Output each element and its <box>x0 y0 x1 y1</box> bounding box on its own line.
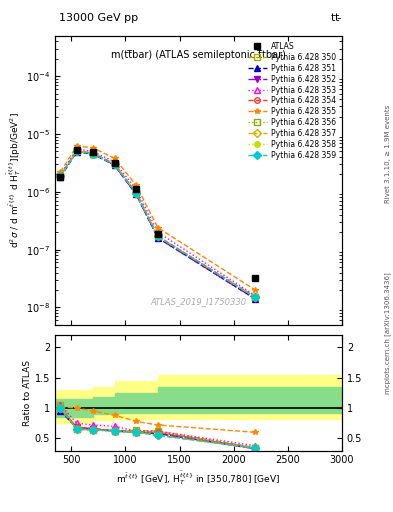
Pythia 6.428 355 <box>58 169 63 175</box>
Pythia 6.428 354 <box>74 148 79 154</box>
Pythia 6.428 353 <box>58 172 63 178</box>
Pythia 6.428 358 <box>253 294 258 301</box>
Pythia 6.428 350 <box>58 173 63 179</box>
X-axis label: m$^{\bar{t}\{t\}}$ [GeV], H$_T^{\bar{t}\{t\}}$ in [350,780] [GeV]: m$^{\bar{t}\{t\}}$ [GeV], H$_T^{\bar{t}\… <box>116 470 281 487</box>
Line: Pythia 6.428 359: Pythia 6.428 359 <box>58 148 258 300</box>
Line: Pythia 6.428 358: Pythia 6.428 358 <box>58 148 258 300</box>
Pythia 6.428 353 <box>253 292 258 298</box>
Pythia 6.428 351 <box>112 162 117 168</box>
Pythia 6.428 354 <box>156 233 160 240</box>
Pythia 6.428 351 <box>58 174 63 180</box>
Pythia 6.428 351 <box>90 151 95 157</box>
Pythia 6.428 352 <box>134 191 139 198</box>
Text: tt$\bar{}$: tt$\bar{}$ <box>330 11 342 23</box>
Pythia 6.428 359 <box>90 151 95 157</box>
Pythia 6.428 356 <box>156 233 160 240</box>
ATLAS <box>58 174 63 180</box>
Line: Pythia 6.428 351: Pythia 6.428 351 <box>58 149 258 302</box>
Pythia 6.428 356 <box>134 190 139 196</box>
Pythia 6.428 355 <box>74 143 79 149</box>
Pythia 6.428 358 <box>112 161 117 167</box>
Y-axis label: d$^2\sigma$ / d m$^{\bar{t}\{t\}}$ d H$_T^{\bar{t}\{t\}}$][pb/GeV$^2$]: d$^2\sigma$ / d m$^{\bar{t}\{t\}}$ d H$_… <box>6 113 23 248</box>
Pythia 6.428 355 <box>156 225 160 231</box>
Pythia 6.428 350 <box>253 294 258 301</box>
Pythia 6.428 358 <box>90 151 95 157</box>
Pythia 6.428 351 <box>134 191 139 198</box>
Pythia 6.428 353 <box>134 186 139 193</box>
Pythia 6.428 351 <box>156 235 160 241</box>
Pythia 6.428 359 <box>74 148 79 155</box>
ATLAS <box>112 160 117 166</box>
Pythia 6.428 352 <box>156 235 160 241</box>
Pythia 6.428 352 <box>112 162 117 168</box>
Pythia 6.428 357 <box>112 161 117 167</box>
Pythia 6.428 355 <box>253 287 258 293</box>
Pythia 6.428 355 <box>112 155 117 161</box>
Pythia 6.428 356 <box>58 173 63 179</box>
Pythia 6.428 354 <box>112 161 117 167</box>
Line: Pythia 6.428 350: Pythia 6.428 350 <box>58 148 258 300</box>
Pythia 6.428 356 <box>112 161 117 167</box>
Pythia 6.428 357 <box>74 148 79 155</box>
Line: Pythia 6.428 354: Pythia 6.428 354 <box>58 148 258 300</box>
Pythia 6.428 357 <box>253 294 258 301</box>
Pythia 6.428 359 <box>112 161 117 167</box>
Line: Pythia 6.428 357: Pythia 6.428 357 <box>58 148 258 300</box>
ATLAS <box>74 147 79 154</box>
Pythia 6.428 353 <box>74 146 79 152</box>
Pythia 6.428 350 <box>156 233 160 240</box>
Text: ATLAS_2019_I1750330: ATLAS_2019_I1750330 <box>151 297 246 306</box>
Pythia 6.428 357 <box>156 233 160 240</box>
Pythia 6.428 351 <box>253 296 258 302</box>
Pythia 6.428 350 <box>74 148 79 155</box>
Line: ATLAS: ATLAS <box>57 147 259 282</box>
Pythia 6.428 358 <box>156 233 160 240</box>
Pythia 6.428 353 <box>156 229 160 236</box>
Pythia 6.428 350 <box>112 161 117 167</box>
Pythia 6.428 352 <box>58 173 63 179</box>
ATLAS <box>90 150 95 156</box>
Pythia 6.428 357 <box>90 151 95 157</box>
Pythia 6.428 358 <box>58 173 63 179</box>
Pythia 6.428 350 <box>134 190 139 196</box>
Legend: ATLAS, Pythia 6.428 350, Pythia 6.428 351, Pythia 6.428 352, Pythia 6.428 353, P: ATLAS, Pythia 6.428 350, Pythia 6.428 35… <box>246 39 338 162</box>
Pythia 6.428 354 <box>253 294 258 301</box>
Line: Pythia 6.428 355: Pythia 6.428 355 <box>58 143 258 293</box>
Y-axis label: Ratio to ATLAS: Ratio to ATLAS <box>23 360 32 426</box>
Pythia 6.428 358 <box>74 148 79 155</box>
Pythia 6.428 357 <box>58 173 63 179</box>
Pythia 6.428 357 <box>134 190 139 196</box>
ATLAS <box>156 230 160 237</box>
Pythia 6.428 351 <box>74 149 79 155</box>
Text: Rivet 3.1.10, ≥ 1.9M events: Rivet 3.1.10, ≥ 1.9M events <box>385 104 391 203</box>
Pythia 6.428 356 <box>74 148 79 155</box>
Pythia 6.428 358 <box>134 190 139 196</box>
ATLAS <box>134 186 139 193</box>
Pythia 6.428 352 <box>74 148 79 155</box>
Line: Pythia 6.428 353: Pythia 6.428 353 <box>58 146 258 298</box>
Pythia 6.428 359 <box>134 190 139 196</box>
Pythia 6.428 359 <box>58 173 63 179</box>
Pythia 6.428 352 <box>253 296 258 302</box>
Text: mcplots.cern.ch [arXiv:1306.3436]: mcplots.cern.ch [arXiv:1306.3436] <box>384 272 391 394</box>
Pythia 6.428 359 <box>156 233 160 240</box>
ATLAS <box>253 275 258 281</box>
Pythia 6.428 359 <box>253 294 258 301</box>
Pythia 6.428 354 <box>90 150 95 156</box>
Pythia 6.428 353 <box>90 148 95 155</box>
Line: Pythia 6.428 352: Pythia 6.428 352 <box>58 148 258 302</box>
Pythia 6.428 354 <box>58 173 63 179</box>
Pythia 6.428 356 <box>90 151 95 157</box>
Pythia 6.428 355 <box>90 145 95 151</box>
Pythia 6.428 353 <box>112 159 117 165</box>
Pythia 6.428 350 <box>90 151 95 157</box>
Pythia 6.428 354 <box>134 190 139 196</box>
Line: Pythia 6.428 356: Pythia 6.428 356 <box>58 148 258 300</box>
Pythia 6.428 355 <box>134 182 139 188</box>
Text: m(tt̅bar) (ATLAS semileptonic t̅tbar): m(tt̅bar) (ATLAS semileptonic t̅tbar) <box>111 50 286 60</box>
Pythia 6.428 356 <box>253 294 258 301</box>
Text: 13000 GeV pp: 13000 GeV pp <box>59 13 138 23</box>
Pythia 6.428 352 <box>90 151 95 157</box>
